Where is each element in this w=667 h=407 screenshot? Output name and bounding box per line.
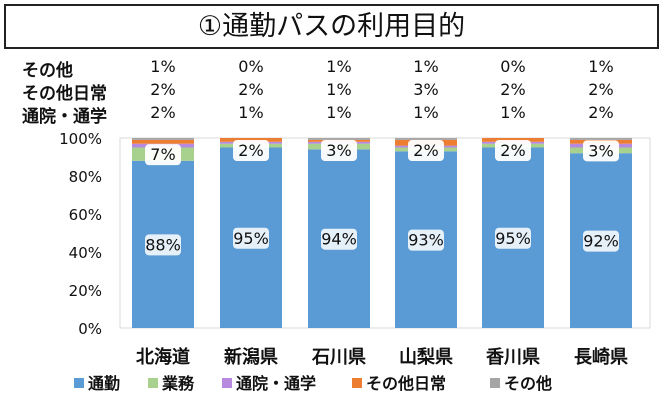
x-tick-label: 長崎県	[574, 346, 628, 368]
table-row-label: その他日常	[22, 84, 107, 104]
data-label-text: 2%	[238, 141, 263, 160]
legend-label: 通院・通学	[236, 374, 316, 393]
data-label: 92%	[583, 230, 619, 252]
table-cell: 1%	[150, 57, 176, 76]
table-cell: 1%	[238, 103, 264, 122]
data-label: 95%	[495, 227, 531, 249]
data-label: 2%	[233, 140, 269, 161]
legend-swatch-その他日常	[352, 378, 362, 388]
data-label-text: 2%	[413, 141, 438, 160]
bar-その他	[308, 138, 370, 140]
data-label: 93%	[408, 229, 444, 251]
y-tick-label: 40%	[69, 244, 102, 262]
data-label: 3%	[321, 140, 357, 161]
table-cell: 1%	[326, 57, 352, 76]
bar-その他	[132, 138, 194, 140]
y-tick-label: 60%	[69, 206, 102, 224]
table-cell: 2%	[150, 103, 176, 122]
data-label: 2%	[495, 140, 531, 161]
x-tick-label: 新潟県	[224, 346, 278, 368]
table-cell: 1%	[326, 103, 352, 122]
table-cell: 1%	[413, 103, 439, 122]
legend-swatch-通院・通学	[222, 378, 232, 388]
legend-label: その他	[504, 374, 552, 393]
x-tick-label: 香川県	[485, 347, 540, 368]
data-label-bg	[321, 228, 357, 250]
data-label-text: 88%	[145, 235, 181, 254]
data-label-text: 2%	[500, 141, 525, 160]
data-label-bg	[145, 234, 181, 256]
data-label-text: 3%	[326, 141, 351, 160]
data-label: 88%	[145, 234, 181, 256]
y-tick-label: 100%	[59, 130, 102, 148]
legend-swatch-業務	[148, 378, 158, 388]
table-cell: 3%	[413, 80, 439, 99]
data-label-text: 95%	[495, 229, 531, 248]
data-label-text: 7%	[150, 145, 175, 164]
table-cell: 0%	[500, 57, 526, 76]
table-cell: 2%	[150, 80, 176, 99]
plot-area	[119, 137, 651, 329]
bar-その他日常	[482, 138, 544, 142]
legend-label: その他日常	[366, 374, 446, 393]
data-label-text: 93%	[408, 231, 444, 250]
table-cell: 2%	[588, 80, 614, 99]
x-tick-label: 石川県	[311, 347, 366, 368]
table-cell: 1%	[500, 103, 526, 122]
data-label-bg	[408, 140, 444, 161]
bar-その他	[395, 138, 457, 140]
table-cell: 2%	[588, 103, 614, 122]
table-row-label: その他	[22, 61, 73, 81]
table-cell: 2%	[500, 80, 526, 99]
legend-label: 業務	[161, 374, 195, 393]
bar-その他	[570, 138, 632, 140]
data-label-bg	[321, 140, 357, 161]
table-cell: 1%	[413, 57, 439, 76]
y-tick-label: 20%	[69, 282, 102, 300]
data-label: 2%	[408, 140, 444, 161]
data-label-bg	[583, 230, 619, 252]
table-cell: 0%	[238, 57, 264, 76]
data-label-text: 95%	[233, 229, 269, 248]
data-label-text: 92%	[583, 232, 619, 251]
data-label: 7%	[145, 144, 181, 166]
x-tick-label: 北海道	[136, 346, 190, 368]
data-label-text: 3%	[588, 141, 613, 160]
bar-その他日常	[220, 138, 282, 142]
table-cell: 1%	[326, 80, 352, 99]
chart-title: ①通勤パスの利用目的	[4, 4, 659, 49]
legend-swatch-通勤	[74, 378, 84, 388]
data-label-bg	[583, 140, 619, 162]
legend-label: 通勤	[88, 374, 120, 393]
legend-swatch-その他	[490, 378, 500, 388]
x-tick-label: 山梨県	[399, 346, 453, 368]
bar-その他日常	[132, 139, 194, 144]
table-cell: 1%	[588, 57, 614, 76]
data-label-text: 94%	[321, 230, 357, 249]
table-cell: 2%	[238, 80, 264, 99]
data-label-bg	[233, 140, 269, 161]
data-label-bg	[495, 227, 531, 249]
data-label-bg	[408, 229, 444, 251]
data-label-bg	[233, 227, 269, 249]
data-label: 94%	[321, 228, 357, 250]
y-tick-label: 0%	[78, 320, 102, 338]
data-label: 95%	[233, 227, 269, 249]
data-label-bg	[495, 140, 531, 161]
data-label-bg	[145, 144, 181, 166]
data-label: 3%	[583, 140, 619, 162]
table-row-label: 通院・通学	[22, 107, 107, 127]
y-tick-label: 80%	[69, 168, 102, 186]
